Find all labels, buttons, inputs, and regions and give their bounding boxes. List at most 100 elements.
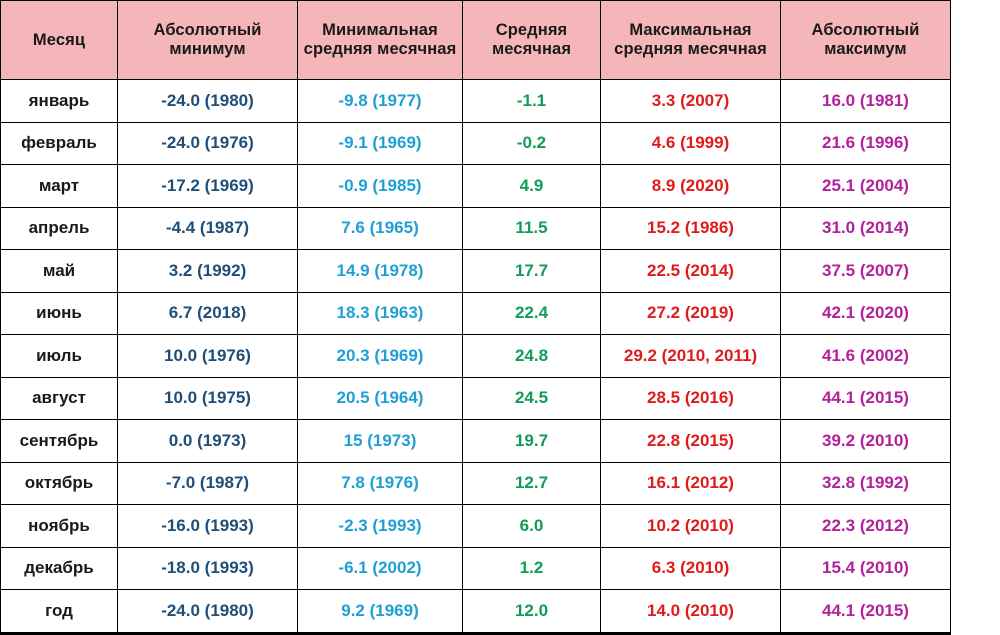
cell-absmax: 25.1 (2004) bbox=[780, 164, 951, 208]
cell-absmax: 16.0 (1981) bbox=[780, 79, 951, 123]
cell-avg: 6.0 bbox=[462, 504, 601, 548]
cell-minavg: 14.9 (1978) bbox=[297, 249, 463, 293]
table-row: январь -24.0 (1980) -9.8 (1977) -1.1 3.3 (20… bbox=[0, 79, 951, 123]
cell-absmax: 44.1 (2015) bbox=[780, 589, 951, 635]
cell-absmax: 37.5 (2007) bbox=[780, 249, 951, 293]
cell-avg: 12.7 bbox=[462, 461, 601, 505]
cell-avg: 24.5 bbox=[462, 376, 601, 420]
cell-absmin: -18.0 (1993) bbox=[117, 546, 298, 590]
cell-maxavg: 22.8 (2015) bbox=[600, 419, 781, 463]
cell-maxavg: 3.3 (2007) bbox=[600, 79, 781, 123]
cell-month: декабрь bbox=[0, 546, 118, 590]
climate-table: Месяц Абсолютный минимум Минимальная сре… bbox=[0, 0, 951, 635]
cell-absmax: 21.6 (1996) bbox=[780, 121, 951, 165]
cell-absmin: -16.0 (1993) bbox=[117, 504, 298, 548]
cell-maxavg: 10.2 (2010) bbox=[600, 504, 781, 548]
cell-minavg: 20.5 (1964) bbox=[297, 376, 463, 420]
cell-minavg: -2.3 (1993) bbox=[297, 504, 463, 548]
cell-absmin: 10.0 (1975) bbox=[117, 376, 298, 420]
table-row: июнь 6.7 (2018) 18.3 (1963) 22.4 27.2 (2019)… bbox=[0, 291, 951, 335]
cell-absmin: -17.2 (1969) bbox=[117, 164, 298, 208]
table-row: июль 10.0 (1976) 20.3 (1969) 24.8 29.2 (2010… bbox=[0, 334, 951, 378]
column-header-monthly-average: Средняя месячная bbox=[462, 0, 601, 80]
cell-maxavg: 27.2 (2019) bbox=[600, 291, 781, 335]
cell-month: январь bbox=[0, 79, 118, 123]
cell-absmin: -24.0 (1976) bbox=[117, 121, 298, 165]
cell-month: июнь bbox=[0, 291, 118, 335]
cell-avg: -1.1 bbox=[462, 79, 601, 123]
cell-minavg: -0.9 (1985) bbox=[297, 164, 463, 208]
cell-minavg: 20.3 (1969) bbox=[297, 334, 463, 378]
table-row: сентябрь 0.0 (1973) 15 (1973) 19.7 22.8 (201… bbox=[0, 419, 951, 463]
cell-absmin: 0.0 (1973) bbox=[117, 419, 298, 463]
cell-absmin: -24.0 (1980) bbox=[117, 79, 298, 123]
cell-absmax: 42.1 (2020) bbox=[780, 291, 951, 335]
cell-absmax: 39.2 (2010) bbox=[780, 419, 951, 463]
cell-month: ноябрь bbox=[0, 504, 118, 548]
cell-month: июль bbox=[0, 334, 118, 378]
cell-minavg: -6.1 (2002) bbox=[297, 546, 463, 590]
cell-avg: 22.4 bbox=[462, 291, 601, 335]
cell-maxavg: 22.5 (2014) bbox=[600, 249, 781, 293]
cell-absmax: 22.3 (2012) bbox=[780, 504, 951, 548]
cell-month: май bbox=[0, 249, 118, 293]
table-header-row: Месяц Абсолютный минимум Минимальная сре… bbox=[0, 0, 951, 80]
table-row: май 3.2 (1992) 14.9 (1978) 17.7 22.5 (2014) 3… bbox=[0, 249, 951, 293]
cell-maxavg: 8.9 (2020) bbox=[600, 164, 781, 208]
cell-absmin: 10.0 (1976) bbox=[117, 334, 298, 378]
cell-absmax: 41.6 (2002) bbox=[780, 334, 951, 378]
cell-month: февраль bbox=[0, 121, 118, 165]
column-header-absolute-minimum: Абсолютный минимум bbox=[117, 0, 298, 80]
cell-absmax: 15.4 (2010) bbox=[780, 546, 951, 590]
column-header-absolute-maximum: Абсолютный максимум bbox=[780, 0, 951, 80]
column-header-maximum-average: Максимальная средняя месячная bbox=[600, 0, 781, 80]
cell-maxavg: 15.2 (1986) bbox=[600, 206, 781, 250]
table-row: ноябрь -16.0 (1993) -2.3 (1993) 6.0 10.2 (20… bbox=[0, 504, 951, 548]
cell-month: год bbox=[0, 589, 118, 635]
table-row: август 10.0 (1975) 20.5 (1964) 24.5 28.5 (20… bbox=[0, 376, 951, 420]
cell-month: август bbox=[0, 376, 118, 420]
cell-maxavg: 6.3 (2010) bbox=[600, 546, 781, 590]
cell-avg: 19.7 bbox=[462, 419, 601, 463]
table-row: март -17.2 (1969) -0.9 (1985) 4.9 8.9 (2020)… bbox=[0, 164, 951, 208]
cell-avg: 11.5 bbox=[462, 206, 601, 250]
cell-avg: 24.8 bbox=[462, 334, 601, 378]
cell-avg: 12.0 bbox=[462, 589, 601, 635]
cell-minavg: 7.8 (1976) bbox=[297, 461, 463, 505]
table-row: февраль -24.0 (1976) -9.1 (1969) -0.2 4.6 (1… bbox=[0, 121, 951, 165]
cell-maxavg: 28.5 (2016) bbox=[600, 376, 781, 420]
table-row: декабрь -18.0 (1993) -6.1 (2002) 1.2 6.3 (20… bbox=[0, 546, 951, 590]
cell-maxavg: 14.0 (2010) bbox=[600, 589, 781, 635]
cell-absmax: 44.1 (2015) bbox=[780, 376, 951, 420]
cell-minavg: 15 (1973) bbox=[297, 419, 463, 463]
table-row: апрель -4.4 (1987) 7.6 (1965) 11.5 15.2 (198… bbox=[0, 206, 951, 250]
table-header: Месяц Абсолютный минимум Минимальная сре… bbox=[0, 0, 951, 80]
cell-maxavg: 16.1 (2012) bbox=[600, 461, 781, 505]
cell-month: апрель bbox=[0, 206, 118, 250]
cell-minavg: -9.8 (1977) bbox=[297, 79, 463, 123]
cell-month: сентябрь bbox=[0, 419, 118, 463]
column-header-minimum-average: Минимальная средняя месячная bbox=[297, 0, 463, 80]
cell-absmax: 32.8 (1992) bbox=[780, 461, 951, 505]
cell-absmin: 6.7 (2018) bbox=[117, 291, 298, 335]
cell-month: март bbox=[0, 164, 118, 208]
table-row: октябрь -7.0 (1987) 7.8 (1976) 12.7 16.1 (20… bbox=[0, 461, 951, 505]
cell-minavg: 7.6 (1965) bbox=[297, 206, 463, 250]
cell-absmax: 31.0 (2014) bbox=[780, 206, 951, 250]
column-header-month: Месяц bbox=[0, 0, 118, 80]
cell-avg: -0.2 bbox=[462, 121, 601, 165]
cell-minavg: -9.1 (1969) bbox=[297, 121, 463, 165]
cell-maxavg: 4.6 (1999) bbox=[600, 121, 781, 165]
table-body: январь -24.0 (1980) -9.8 (1977) -1.1 3.3 (20… bbox=[0, 79, 951, 635]
cell-avg: 17.7 bbox=[462, 249, 601, 293]
cell-absmin: -7.0 (1987) bbox=[117, 461, 298, 505]
cell-minavg: 18.3 (1963) bbox=[297, 291, 463, 335]
cell-absmin: -24.0 (1980) bbox=[117, 589, 298, 635]
cell-avg: 4.9 bbox=[462, 164, 601, 208]
cell-month: октябрь bbox=[0, 461, 118, 505]
cell-minavg: 9.2 (1969) bbox=[297, 589, 463, 635]
cell-maxavg: 29.2 (2010, 2011) bbox=[600, 334, 781, 378]
cell-absmin: -4.4 (1987) bbox=[117, 206, 298, 250]
cell-absmin: 3.2 (1992) bbox=[117, 249, 298, 293]
table-row: год -24.0 (1980) 9.2 (1969) 12.0 14.0 (2010)… bbox=[0, 589, 951, 635]
